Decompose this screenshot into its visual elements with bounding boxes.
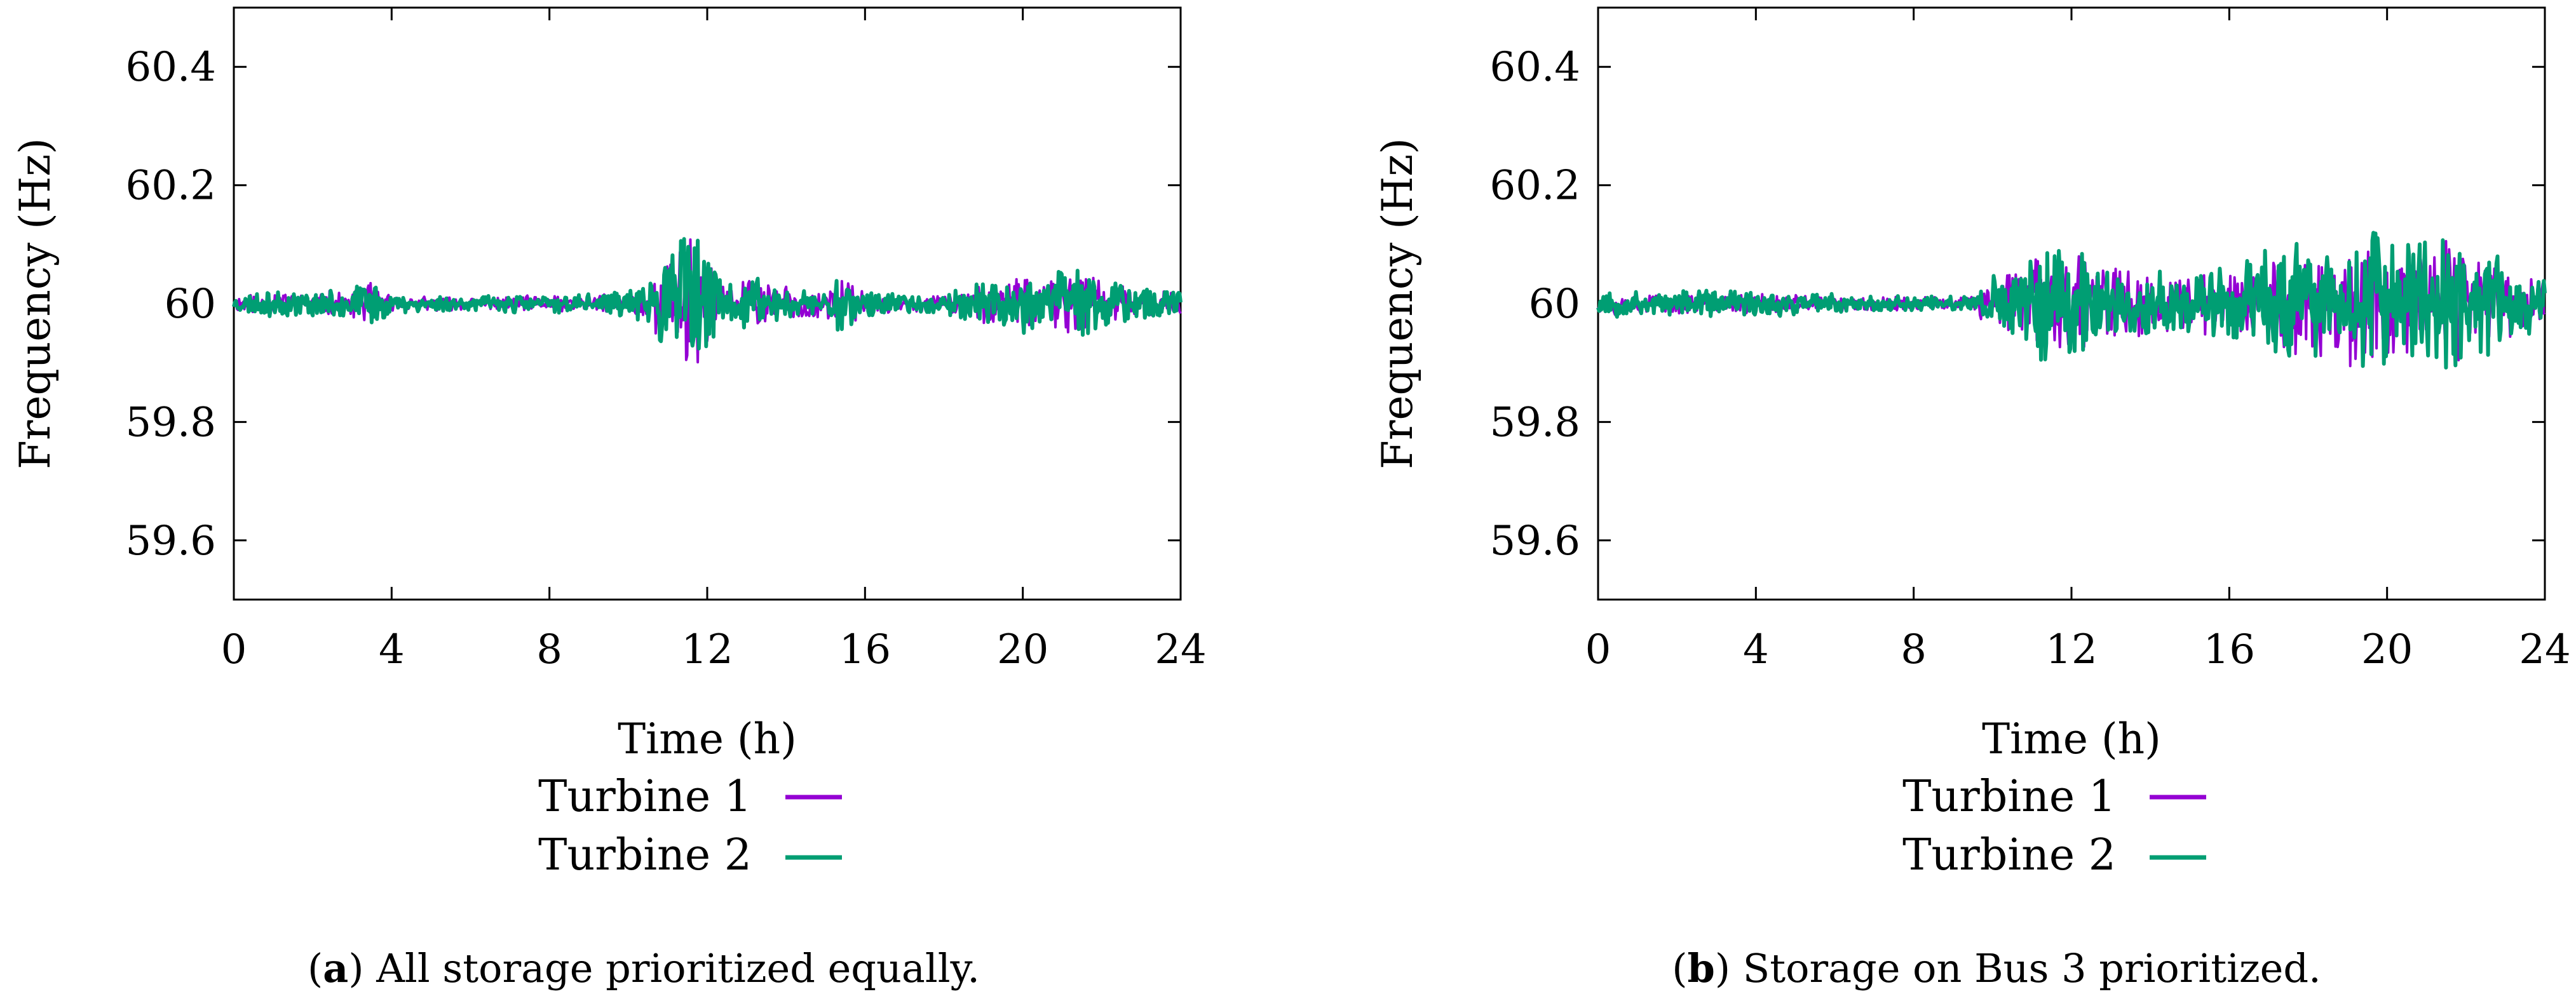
x-tick-label: 24 bbox=[1155, 626, 1206, 673]
x-tick-label: 16 bbox=[2204, 626, 2255, 673]
legend-label-turbine-1: Turbine 1 bbox=[1902, 772, 2116, 822]
y-axis-label: Frequency (Hz) bbox=[11, 138, 60, 469]
y-tick-label: 59.8 bbox=[126, 399, 217, 446]
caption: (a) All storage prioritized equally. bbox=[308, 945, 980, 991]
y-axis-label: Frequency (Hz) bbox=[1373, 138, 1422, 469]
x-tick-label: 20 bbox=[2361, 626, 2413, 673]
series-group bbox=[1596, 231, 2547, 370]
y-tick-label: 60 bbox=[1529, 281, 1580, 328]
legend: Turbine 1 Turbine 2 bbox=[538, 772, 842, 880]
x-tick-label: 20 bbox=[997, 626, 1048, 673]
y-tick-label: 60.2 bbox=[1490, 163, 1581, 210]
y-tick-label: 60.2 bbox=[126, 163, 217, 210]
series-line-turbine-2 bbox=[1596, 231, 2547, 370]
y-tick-label: 59.6 bbox=[1490, 518, 1581, 565]
legend-label-turbine-2: Turbine 2 bbox=[1902, 830, 2116, 880]
axis-ticks bbox=[233, 8, 1182, 600]
legend: Turbine 1 Turbine 2 bbox=[1902, 772, 2206, 880]
series-group bbox=[232, 237, 1183, 364]
y-tick-label: 60 bbox=[165, 281, 216, 328]
x-axis-label: Time (h) bbox=[618, 715, 797, 763]
caption: (b) Storage on Bus 3 prioritized. bbox=[1672, 945, 2321, 991]
panel-b: 0 4 8 12 16 20 24 59.6 59.8 60 60.2 60.4 Frequency … bbox=[1373, 6, 2571, 991]
x-tick-label: 12 bbox=[2045, 626, 2097, 673]
x-tick-label: 8 bbox=[1901, 626, 1927, 673]
legend-label-turbine-2: Turbine 2 bbox=[538, 830, 752, 880]
caption-letter: a bbox=[323, 945, 348, 991]
caption-letter: b bbox=[1687, 945, 1714, 991]
x-tick-label: 4 bbox=[1743, 626, 1769, 673]
series-line-turbine-2 bbox=[232, 237, 1183, 351]
caption-text: All storage prioritized equally. bbox=[376, 945, 980, 991]
y-tick-label: 60.4 bbox=[126, 44, 217, 91]
tick-labels: 0 4 8 12 16 20 24 59.6 59.8 60 60.2 60.4 bbox=[1490, 44, 2571, 673]
tick-labels: 0 4 8 12 16 20 24 59.6 59.8 60 60.2 60.4 bbox=[126, 44, 1207, 673]
y-tick-label: 59.6 bbox=[126, 518, 217, 565]
x-tick-label: 8 bbox=[536, 626, 562, 673]
y-tick-label: 59.8 bbox=[1490, 399, 1581, 446]
x-tick-label: 4 bbox=[379, 626, 405, 673]
x-axis-label: Time (h) bbox=[1982, 715, 2161, 763]
x-tick-label: 16 bbox=[839, 626, 891, 673]
caption-text: Storage on Bus 3 prioritized. bbox=[1743, 945, 2321, 991]
x-tick-label: 24 bbox=[2519, 626, 2570, 673]
x-tick-label: 0 bbox=[221, 626, 247, 673]
y-tick-label: 60.4 bbox=[1490, 44, 1581, 91]
panel-a: 0 4 8 12 16 20 24 59.6 59.8 60 60.2 60.4 Frequency … bbox=[11, 6, 1207, 991]
x-tick-label: 12 bbox=[681, 626, 733, 673]
legend-label-turbine-1: Turbine 1 bbox=[538, 772, 752, 822]
x-tick-label: 0 bbox=[1585, 626, 1611, 673]
